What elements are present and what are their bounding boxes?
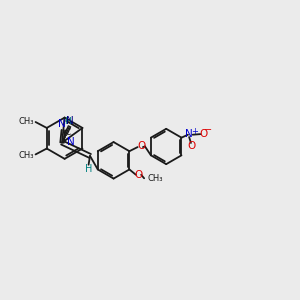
Text: N: N — [58, 119, 66, 129]
Text: O: O — [137, 142, 145, 152]
Text: N: N — [185, 129, 193, 140]
Text: CH₃: CH₃ — [19, 151, 34, 160]
Text: O: O — [200, 128, 208, 139]
Text: −: − — [204, 125, 212, 135]
Text: O: O — [188, 142, 196, 152]
Text: CH₃: CH₃ — [19, 117, 34, 126]
Text: O: O — [135, 170, 143, 180]
Text: N: N — [66, 116, 74, 126]
Text: H: H — [85, 164, 92, 174]
Text: CH₃: CH₃ — [148, 174, 163, 183]
Text: N: N — [67, 137, 75, 147]
Text: +: + — [191, 127, 198, 136]
Text: H: H — [64, 117, 71, 126]
Text: C: C — [64, 128, 70, 136]
